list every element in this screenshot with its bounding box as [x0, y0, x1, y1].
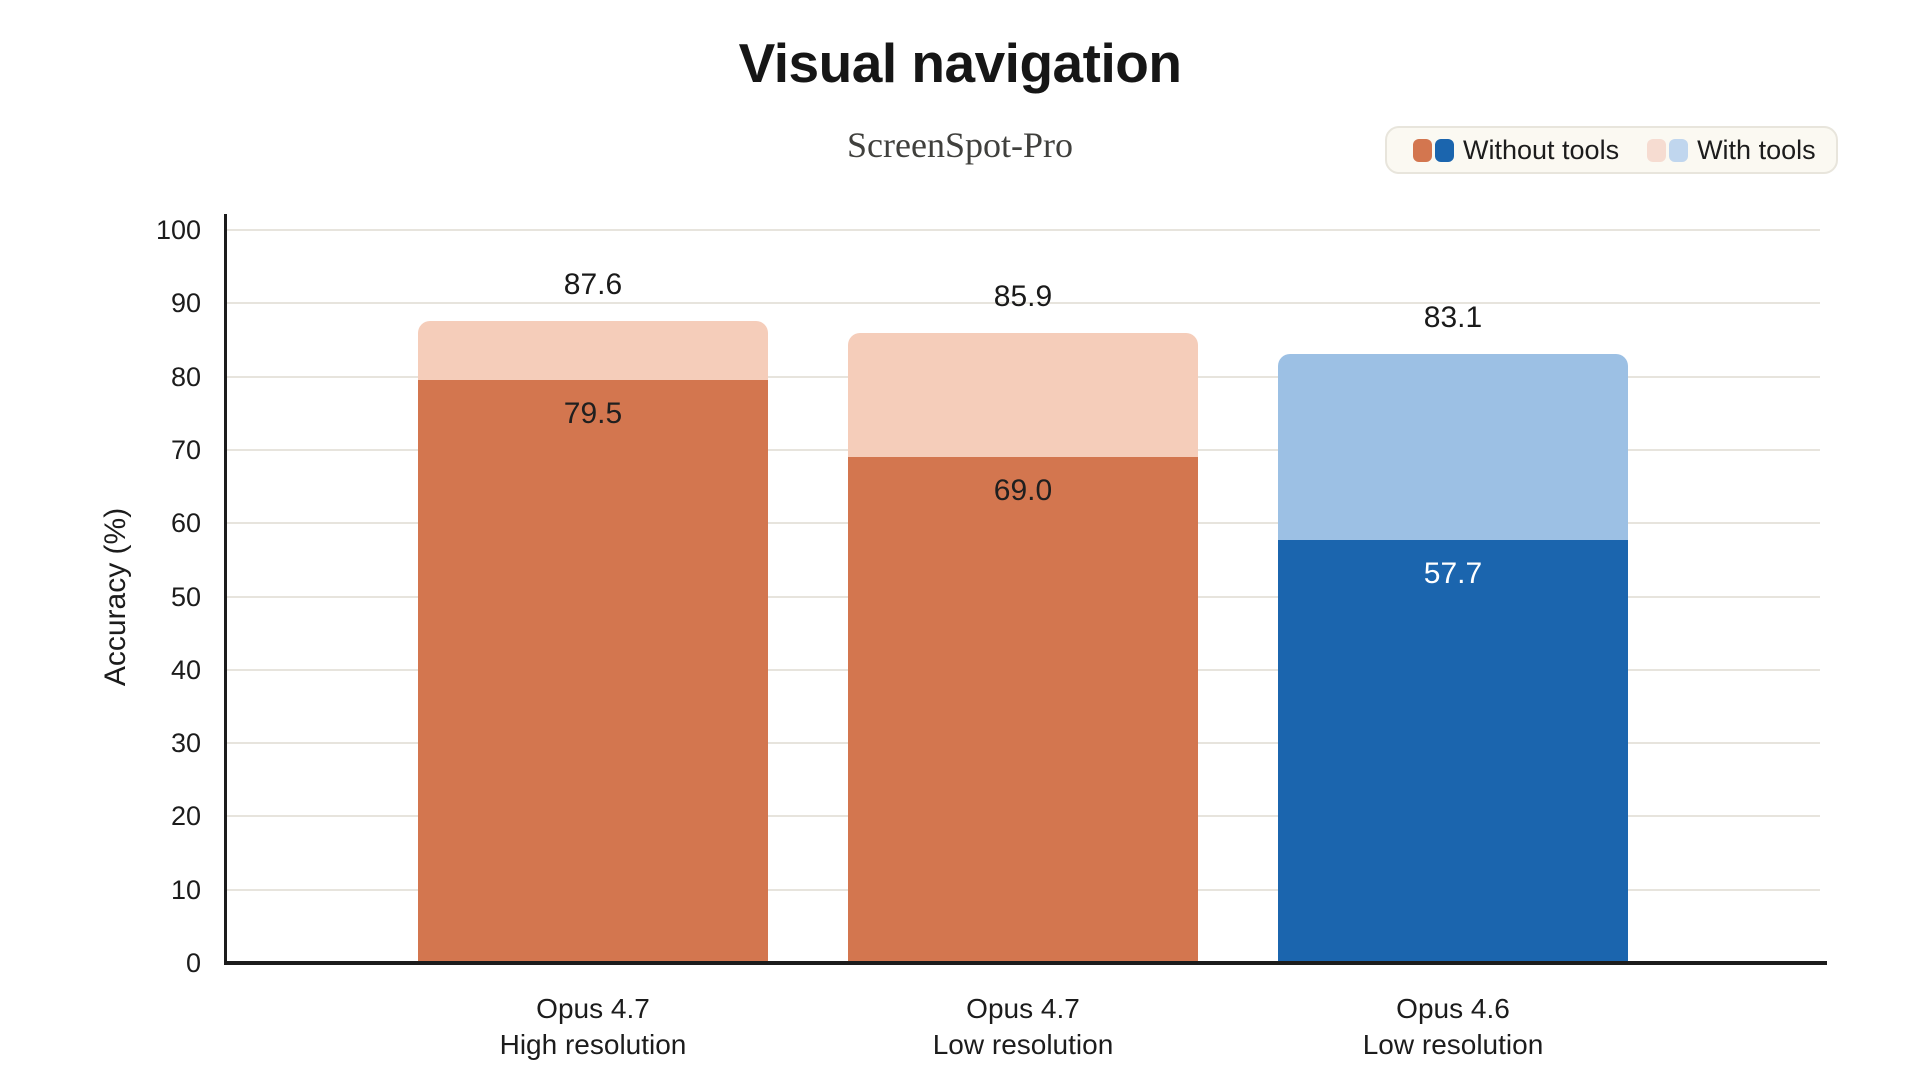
legend-swatch-pair — [1647, 138, 1689, 162]
x-category-label-model: Opus 4.7 — [536, 993, 650, 1024]
y-tick-label-60: 60 — [170, 508, 201, 539]
bar-without-tools-3 — [1278, 540, 1628, 963]
value-label-with-tools-2: 85.9 — [993, 280, 1053, 314]
x-category-label-model: Opus 4.7 — [966, 993, 1080, 1024]
y-tick-label-90: 90 — [170, 288, 201, 319]
chart-subtitle: ScreenSpot-Pro — [847, 125, 1073, 165]
value-label-without-tools-2: 69.0 — [993, 474, 1053, 508]
legend-label: With tools — [1697, 134, 1816, 165]
legend-item-with-tools: With tools — [1647, 135, 1816, 166]
legend-swatch-icon — [1413, 138, 1432, 162]
bar-without-tools-2 — [848, 457, 1198, 963]
chart-title: Visual navigation — [738, 32, 1182, 94]
y-tick-label-30: 30 — [170, 728, 201, 759]
legend-label: Without tools — [1463, 134, 1620, 165]
value-label-without-tools-1: 79.5 — [563, 397, 623, 431]
legend-swatch-icon — [1669, 138, 1689, 162]
bar-without-tools-1 — [418, 380, 768, 963]
bar-group-3: 83.1 57.7 Opus 4.6 Low resolution — [1278, 230, 1628, 1060]
legend-item-without-tools: Without tools — [1413, 135, 1619, 166]
x-category-label-condition: High resolution — [499, 1029, 687, 1060]
x-category-label-condition: Low resolution — [1362, 1029, 1544, 1060]
legend-swatch-pair — [1413, 138, 1454, 162]
x-category-label-2: Opus 4.7 Low resolution — [823, 991, 1223, 1063]
legend-swatch-icon — [1647, 138, 1667, 162]
y-tick-label-40: 40 — [170, 654, 201, 685]
y-tick-label-80: 80 — [170, 361, 201, 392]
y-tick-label-0: 0 — [185, 948, 201, 978]
gridline-100 — [227, 229, 1820, 231]
y-tick-label-100: 100 — [155, 215, 201, 245]
x-category-label-1: Opus 4.7 High resolution — [393, 991, 793, 1063]
x-axis-line — [224, 961, 1827, 965]
y-tick-label-10: 10 — [170, 874, 201, 905]
bar-group-2: 85.9 69.0 Opus 4.7 Low resolution — [848, 230, 1198, 1060]
value-label-without-tools-3: 57.7 — [1423, 557, 1483, 591]
y-axis-line — [224, 214, 227, 965]
x-category-label-condition: Low resolution — [932, 1029, 1114, 1060]
legend: Without tools With tools — [1385, 126, 1838, 174]
x-category-label-3: Opus 4.6 Low resolution — [1253, 991, 1653, 1063]
value-label-with-tools-1: 87.6 — [563, 267, 623, 301]
plot-area: 0 10 20 30 40 50 60 70 80 90 100 87.6 79.5 Opus 4.7 Hi… — [156, 214, 1827, 1060]
y-tick-label-20: 20 — [170, 801, 201, 832]
legend-swatch-icon — [1435, 138, 1454, 162]
gridline-90 — [227, 302, 1820, 305]
bar-group-1: 87.6 79.5 Opus 4.7 High resolution — [418, 230, 768, 1060]
value-label-with-tools-3: 83.1 — [1423, 300, 1483, 334]
y-tick-label-70: 70 — [170, 434, 201, 465]
x-category-label-model: Opus 4.6 — [1396, 993, 1510, 1024]
y-tick-label-50: 50 — [170, 581, 201, 612]
